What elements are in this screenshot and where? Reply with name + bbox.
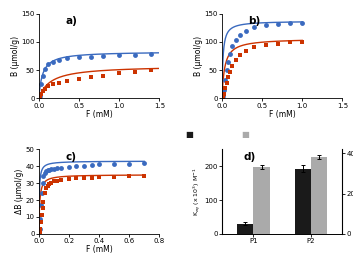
Bar (295, 169, 311, 234)
Text: ■: ■ (241, 130, 249, 139)
Text: c): c) (65, 152, 76, 162)
Y-axis label: B (μmol/g): B (μmol/g) (11, 36, 20, 76)
Bar (253, 167, 270, 234)
Text: a): a) (65, 16, 77, 26)
Y-axis label: B (μmol/g): B (μmol/g) (194, 36, 203, 76)
Bar (311, 157, 327, 234)
X-axis label: F (mM): F (mM) (86, 110, 113, 119)
Text: b): b) (249, 16, 261, 26)
Y-axis label: K$_{eq}$ (x 10$^{3}$) M$^{-1}$: K$_{eq}$ (x 10$^{3}$) M$^{-1}$ (191, 167, 203, 216)
Text: d): d) (244, 152, 256, 162)
Bar (238, 224, 253, 234)
Text: ■: ■ (185, 130, 193, 139)
X-axis label: F (mM): F (mM) (269, 110, 295, 119)
Y-axis label: ΔB (μmol/g): ΔB (μmol/g) (15, 169, 24, 214)
X-axis label: F (mM): F (mM) (86, 245, 113, 255)
